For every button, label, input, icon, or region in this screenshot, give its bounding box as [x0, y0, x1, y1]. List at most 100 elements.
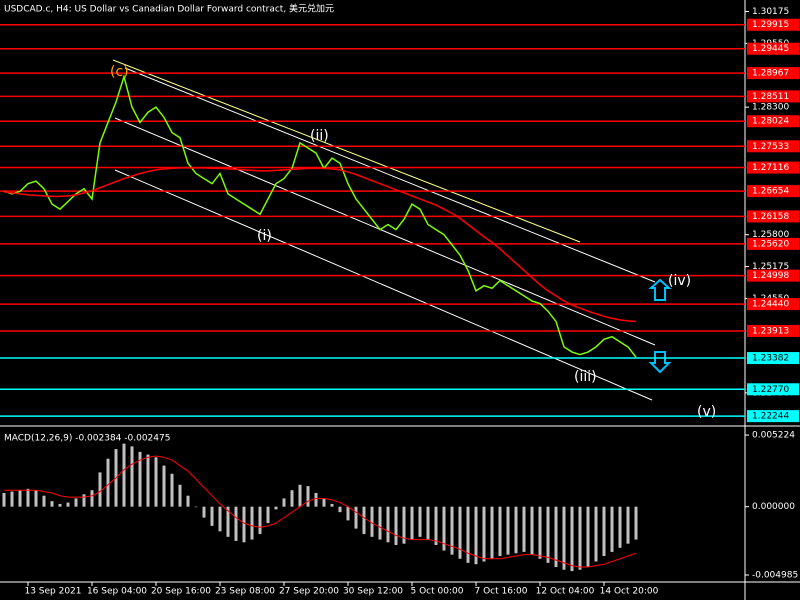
macd-bar: [594, 506, 598, 562]
macd-bar: [474, 506, 478, 565]
macd-bar: [10, 491, 14, 507]
macd-bar: [26, 488, 30, 507]
macd-bar: [514, 506, 518, 554]
y-tick-label: 0.000000: [752, 502, 795, 512]
level-label: 1.24998: [752, 271, 789, 281]
macd-bar: [34, 490, 38, 507]
x-tick-label: 20 Sep 16:00: [151, 587, 211, 597]
level-box: [747, 161, 799, 174]
level-label: 1.28967: [752, 69, 789, 79]
channel-line: [114, 169, 653, 401]
macd-bar: [154, 457, 158, 507]
level-label: 1.27533: [752, 142, 789, 152]
x-tick-label: 14 Oct 20:00: [600, 587, 659, 597]
x-tick-label: 30 Sep 12:00: [343, 587, 403, 597]
level-box: [747, 18, 799, 31]
macd-bar: [122, 443, 126, 507]
macd-bar: [58, 503, 62, 507]
macd-bar: [178, 484, 182, 507]
macd-bar: [306, 486, 310, 507]
x-tick-label: 7 Oct 16:00: [475, 587, 528, 597]
macd-bar: [210, 506, 214, 526]
up-arrow: [648, 278, 672, 301]
level-box: [747, 185, 799, 198]
macd-bar: [378, 506, 382, 540]
macd-bar: [426, 506, 430, 540]
x-tick-label: 23 Sep 08:00: [215, 587, 275, 597]
wave-label: (i): [257, 228, 272, 244]
macd-bar: [402, 506, 406, 544]
level-box: [747, 67, 799, 80]
macd-bar: [554, 506, 558, 567]
macd-bar: [522, 506, 526, 552]
macd-bar: [602, 506, 606, 557]
macd-bar: [570, 506, 574, 572]
level-box: [747, 410, 799, 423]
macd-bar: [410, 506, 414, 540]
macd-bar: [290, 490, 294, 507]
macd-bar: [546, 506, 550, 563]
level-box: [747, 352, 799, 365]
macd-bar: [634, 506, 638, 540]
macd-bar: [226, 506, 230, 537]
macd-bar: [130, 446, 134, 507]
macd-bar: [162, 465, 166, 507]
y-tick-label: 1.28300: [752, 103, 789, 113]
macd-bar: [618, 506, 622, 548]
macd-bar: [2, 492, 6, 507]
level-label: 1.23382: [752, 354, 789, 364]
macd-bar: [50, 501, 54, 507]
macd-bar: [434, 506, 438, 546]
macd-bar: [138, 451, 142, 507]
macd-bar: [578, 506, 582, 570]
macd-bar: [586, 506, 590, 567]
y-tick-label: 0.005224: [752, 431, 795, 441]
macd-bar: [330, 503, 334, 507]
signal-line: [4, 455, 637, 568]
macd-bar: [234, 506, 238, 541]
macd-bar: [338, 506, 342, 513]
macd-bar: [242, 506, 246, 543]
wave-label: (iv): [668, 273, 691, 289]
level-label: 1.28511: [752, 92, 789, 102]
macd-bar: [506, 506, 510, 555]
macd-bar: [466, 506, 470, 563]
level-box: [747, 298, 799, 311]
macd-bar: [18, 490, 22, 507]
macd-bar: [186, 495, 190, 507]
macd-bar: [106, 458, 110, 507]
level-box: [747, 269, 799, 282]
macd-bar: [362, 506, 366, 535]
ma-line: [3, 167, 637, 323]
macd-bar: [386, 506, 390, 543]
x-tick-label: 16 Sep 04:00: [87, 587, 147, 597]
macd-bar: [370, 506, 374, 537]
y-tick-label: 1.25175: [752, 262, 789, 272]
level-label: 1.22770: [752, 385, 789, 395]
y-tick-label: 1.25800: [752, 230, 789, 240]
macd-bar: [170, 473, 174, 507]
level-label: 1.26158: [752, 212, 789, 222]
chart-title: USDCAD.c, H4: US Dollar vs Canadian Doll…: [4, 3, 334, 15]
macd-bar: [530, 506, 534, 555]
level-label: 1.24440: [752, 300, 789, 310]
macd-bar: [394, 506, 398, 546]
macd-bar: [98, 472, 102, 507]
macd-bar: [490, 506, 494, 559]
macd-bar: [322, 498, 326, 507]
channel-line: [112, 59, 581, 243]
macd-bar: [250, 506, 254, 540]
level-box: [747, 324, 799, 337]
level-box: [747, 140, 799, 153]
level-box: [747, 237, 799, 250]
level-label: 1.22244: [752, 412, 789, 422]
channel-line: [114, 117, 656, 346]
channel-lines: [112, 59, 672, 401]
level-label: 1.28024: [752, 117, 789, 127]
level-label: 1.23913: [752, 326, 789, 336]
macd-bar: [266, 506, 270, 524]
macd-bar: [42, 495, 46, 507]
level-label: 1.29445: [752, 44, 789, 54]
level-box: [747, 90, 799, 103]
macd-title: MACD(12,26,9) -0.002384 -0.002475: [4, 434, 170, 444]
